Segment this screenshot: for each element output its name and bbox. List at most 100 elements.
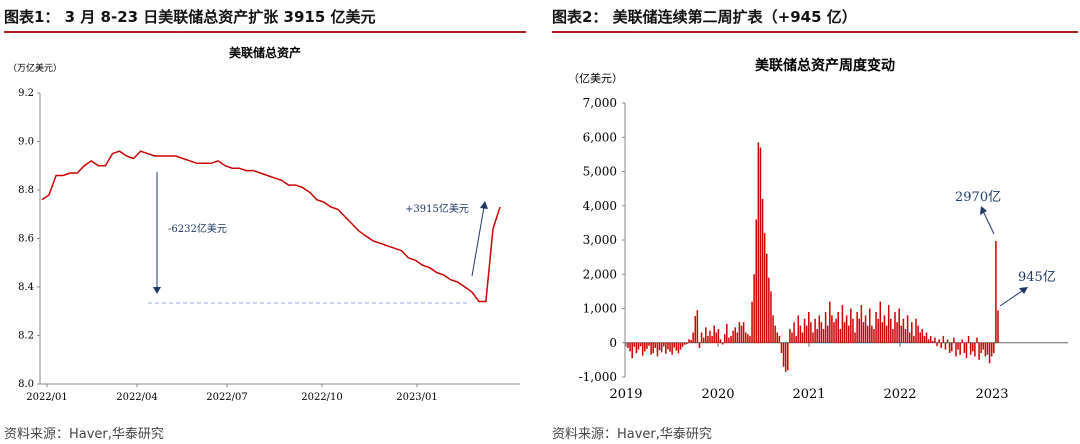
weekly-change-bar <box>749 335 751 343</box>
weekly-change-bar <box>755 219 757 343</box>
left-source: 资料来源：Haver,华泰研究 <box>4 427 164 442</box>
weekly-change-bar <box>875 311 877 343</box>
weekly-change-bar <box>719 339 722 343</box>
weekly-change-bar <box>639 342 642 347</box>
weekly-change-bar <box>776 332 779 343</box>
right-x-tick-label: 2020 <box>701 387 734 402</box>
weekly-change-bar <box>940 342 942 348</box>
weekly-change-bar <box>650 342 652 355</box>
left-y-tick-label: 9.0 <box>18 137 34 148</box>
weekly-change-bar <box>906 315 909 343</box>
right-y-unit-label: （亿美元） <box>568 72 623 85</box>
weekly-change-bar <box>965 342 968 359</box>
weekly-change-bar <box>686 342 688 345</box>
weekly-change-bar <box>644 342 646 352</box>
weekly-change-bar <box>690 340 692 343</box>
right-source: 资料来源：Haver,华泰研究 <box>552 427 712 442</box>
weekly-change-bar <box>845 315 848 343</box>
weekly-change-bar <box>734 327 736 343</box>
weekly-change-bar <box>856 311 858 343</box>
left-chart-title: 美联储总资产 <box>229 45 301 60</box>
right-y-tick-label: 1,000 <box>583 302 617 316</box>
weekly-change-bar <box>820 322 823 343</box>
weekly-change-bar <box>789 329 791 343</box>
right-2970-arrow-head <box>980 206 987 215</box>
weekly-change-bar <box>862 322 865 343</box>
weekly-change-bar <box>944 342 947 350</box>
weekly-change-bar <box>925 332 928 343</box>
weekly-change-bar <box>978 342 980 360</box>
weekly-change-bar <box>831 315 833 343</box>
weekly-change-bar <box>707 335 709 343</box>
weekly-change-bar <box>751 301 753 343</box>
weekly-change-bar <box>841 305 844 343</box>
weekly-change-bar <box>723 334 726 343</box>
weekly-change-bar <box>843 322 846 343</box>
weekly-change-bar <box>660 342 663 353</box>
right-y-tick-label: 3,000 <box>583 233 617 247</box>
weekly-change-bar <box>892 329 894 343</box>
weekly-change-bar <box>732 330 734 343</box>
right-panel-title: 图表2： 美联储连续第二周扩表（+945 亿） <box>552 8 857 26</box>
weekly-change-bar <box>629 342 631 352</box>
weekly-change-bar <box>656 342 659 357</box>
weekly-change-bar <box>902 318 905 343</box>
weekly-change-bar <box>658 342 661 351</box>
left-y-tick-label: 9.2 <box>18 88 34 99</box>
weekly-change-bar <box>837 311 839 343</box>
weekly-change-bar <box>774 325 776 343</box>
weekly-change-bar <box>904 329 907 343</box>
weekly-change-bar <box>740 325 743 343</box>
weekly-change-bar <box>753 274 755 343</box>
weekly-change-bar <box>816 329 818 343</box>
weekly-change-bar <box>915 318 917 343</box>
weekly-change-bar <box>995 241 997 343</box>
right-x-tick-label: 2021 <box>792 387 825 402</box>
weekly-change-bar <box>808 311 810 343</box>
weekly-change-bar <box>826 325 829 343</box>
weekly-change-bar <box>946 339 949 343</box>
weekly-change-bar <box>873 329 875 343</box>
left-y-tick-label: 8.6 <box>18 234 34 245</box>
weekly-change-bar <box>763 233 766 343</box>
weekly-change-bar <box>990 342 993 357</box>
weekly-change-bar <box>700 332 703 343</box>
weekly-change-bar <box>942 335 945 343</box>
weekly-change-bar <box>959 342 961 355</box>
weekly-change-bar <box>929 335 932 343</box>
weekly-change-bar <box>986 342 989 355</box>
right-y-tick-label: 6,000 <box>583 130 617 144</box>
right-chart-title: 美联储总资产周度变动 <box>755 57 895 74</box>
weekly-change-bar <box>717 329 720 343</box>
weekly-change-bar <box>852 318 854 343</box>
weekly-change-bar <box>974 342 976 357</box>
weekly-change-bar <box>637 342 640 350</box>
weekly-change-bar <box>797 315 800 343</box>
weekly-change-bar <box>919 332 921 343</box>
right-y-tick-label: 7,000 <box>583 96 617 110</box>
weekly-change-bar <box>633 342 636 347</box>
weekly-change-bar <box>744 332 747 343</box>
weekly-change-bar <box>772 315 774 343</box>
weekly-change-bar <box>969 342 972 355</box>
weekly-change-bar <box>736 332 739 343</box>
weekly-change-bar <box>921 329 924 343</box>
weekly-change-bar <box>770 291 772 343</box>
left-decline-arrow-head <box>153 287 161 294</box>
weekly-change-bar <box>879 301 882 343</box>
weekly-change-bar <box>885 325 888 343</box>
left-x-tick-label: 2022/07 <box>206 392 248 403</box>
weekly-change-bar <box>803 318 806 343</box>
right-y-tick-label: 4,000 <box>583 199 617 213</box>
weekly-change-bar <box>938 339 940 343</box>
weekly-change-bar <box>997 310 999 343</box>
weekly-change-bar <box>911 322 913 343</box>
weekly-change-bar <box>923 335 926 343</box>
weekly-change-bar <box>799 325 802 343</box>
weekly-change-bar <box>927 339 930 343</box>
right-y-tick-label: 2,000 <box>583 267 617 281</box>
weekly-change-bar <box>742 322 745 343</box>
weekly-change-bar <box>715 332 718 343</box>
